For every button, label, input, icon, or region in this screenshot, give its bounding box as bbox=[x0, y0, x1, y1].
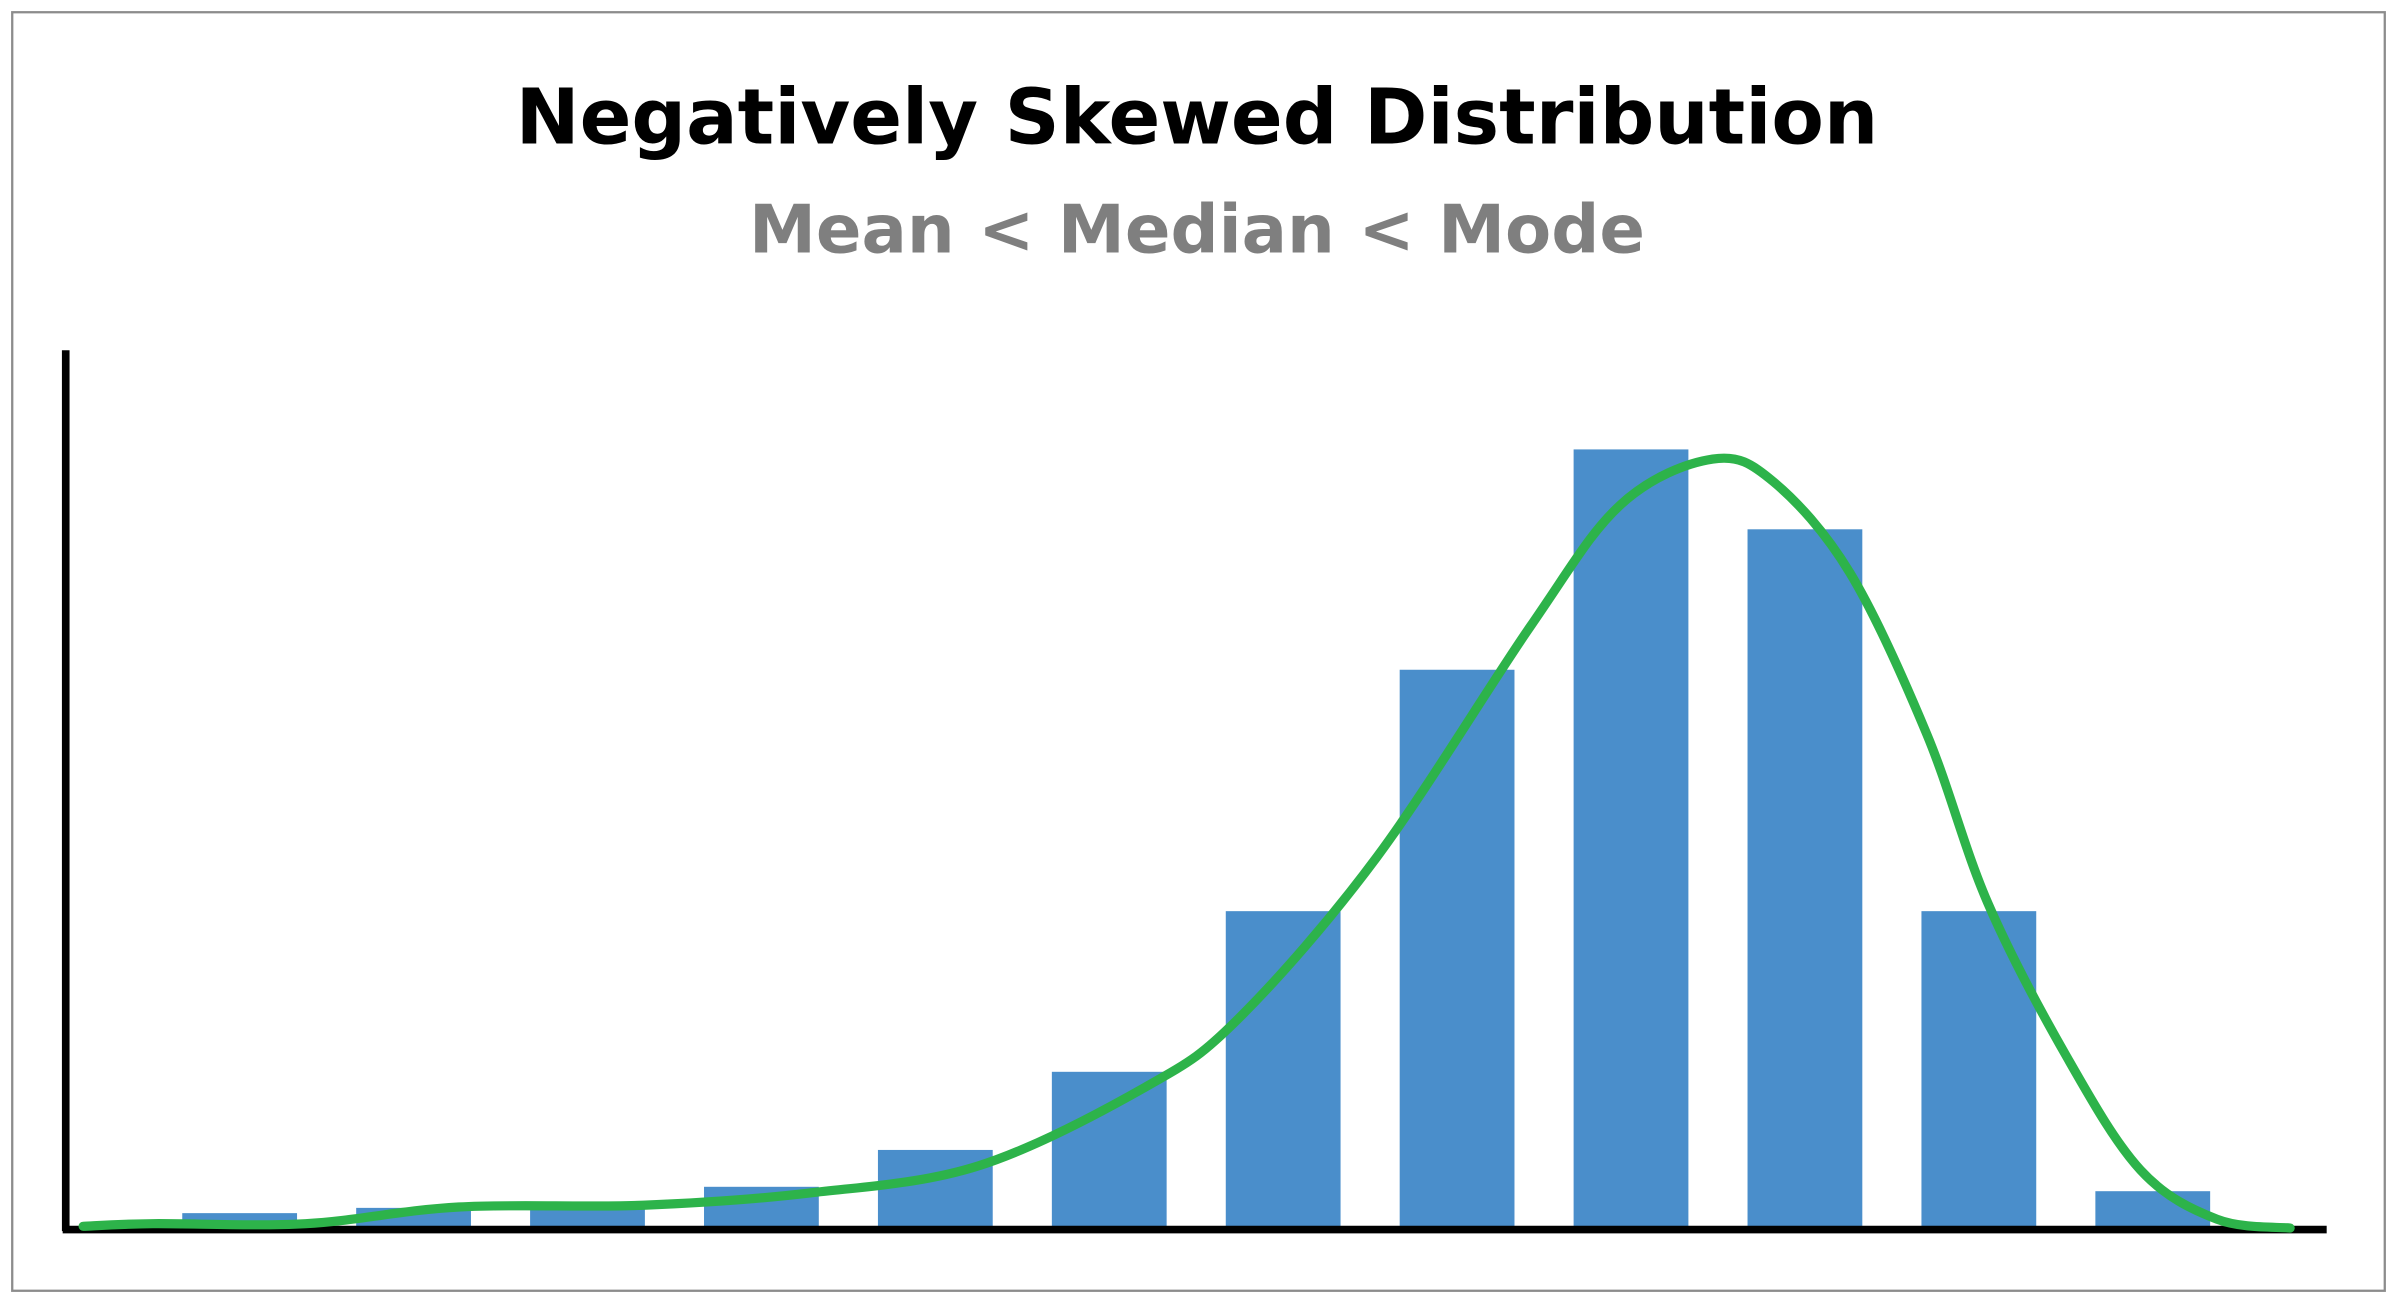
chart-title: Negatively Skewed Distribution bbox=[516, 73, 1879, 162]
bar bbox=[877, 1149, 993, 1229]
bar bbox=[1399, 669, 1515, 1229]
bar bbox=[1225, 911, 1341, 1229]
bar bbox=[1051, 1071, 1167, 1229]
bar bbox=[530, 1206, 645, 1229]
bar bbox=[1747, 529, 1863, 1229]
chart-subtitle: Mean < Median < Mode bbox=[749, 191, 1645, 269]
bar bbox=[1573, 449, 1689, 1229]
curve bbox=[78, 453, 2295, 1233]
